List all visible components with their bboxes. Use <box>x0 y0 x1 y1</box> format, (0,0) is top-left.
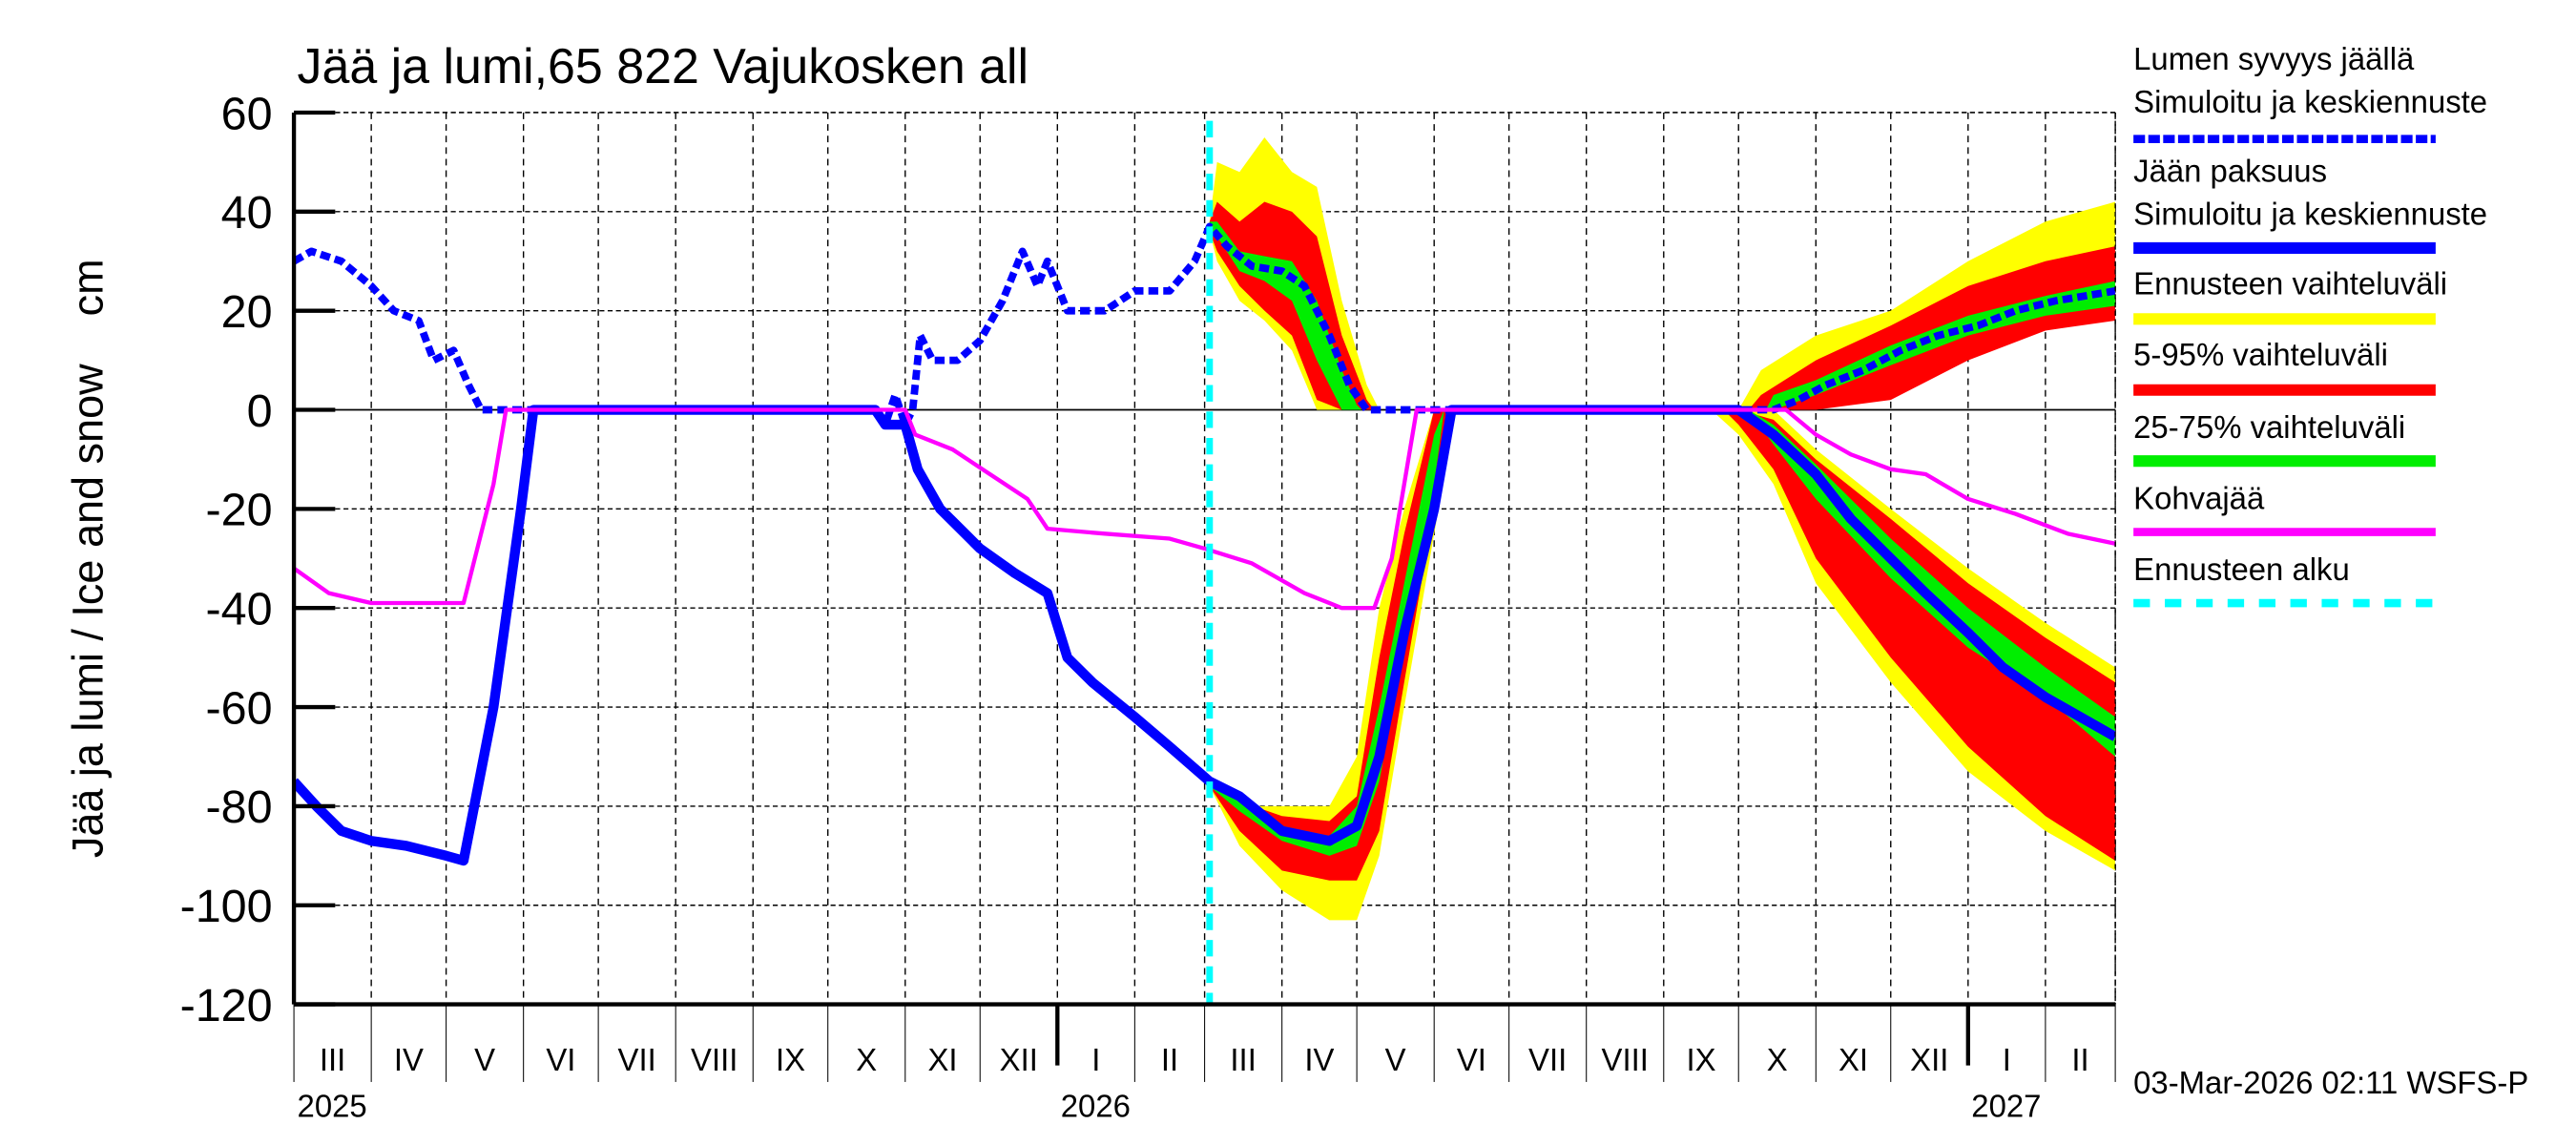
month-label: VIII <box>1602 1042 1649 1077</box>
band-5-95 <box>1723 409 2116 862</box>
y-tick-label: -60 <box>206 682 273 734</box>
y-tick-label: 60 <box>221 88 273 139</box>
year-label: 2027 <box>1971 1088 2041 1123</box>
band-25-75 <box>1765 281 2116 410</box>
y-tick-label: -80 <box>206 781 273 833</box>
y-axis-label: Jää ja lumi / Ice and snow cm <box>63 259 112 858</box>
y-tick-label: 0 <box>247 385 273 437</box>
legend-label: Lumen syvyys jäällä <box>2133 41 2415 76</box>
month-label: V <box>1385 1042 1406 1077</box>
grid <box>294 112 2116 1005</box>
month-label: XII <box>1000 1042 1038 1077</box>
month-label: IV <box>394 1042 424 1077</box>
legend-sublabel: Simuloitu ja keskiennuste <box>2133 197 2487 232</box>
month-label: VII <box>1528 1042 1567 1077</box>
y-tick-label: 40 <box>221 187 273 239</box>
legend: Lumen syvyys jäällä Simuloitu ja keskienn… <box>2133 41 2487 608</box>
legend-label: Ennusteen vaihteluväli <box>2133 265 2447 301</box>
ice-thickness-line <box>294 405 2116 866</box>
month-label: XI <box>927 1042 957 1077</box>
month-label: VI <box>1457 1042 1486 1077</box>
month-label: II <box>2071 1042 2088 1077</box>
month-label: IX <box>776 1042 805 1077</box>
legend-label: 25-75% vaihteluväli <box>2133 409 2405 445</box>
forecast-bands <box>1209 136 2116 921</box>
y-tick-label: 20 <box>221 286 273 338</box>
snow-depth-line <box>294 222 2116 428</box>
y-tick-label: -100 <box>180 881 273 932</box>
month-label: XII <box>1910 1042 1948 1077</box>
month-label: III <box>1230 1042 1256 1077</box>
month-label: IX <box>1686 1042 1715 1077</box>
month-label: VIII <box>691 1042 737 1077</box>
month-label: III <box>320 1042 345 1077</box>
series-lines <box>294 120 2116 1005</box>
month-label: I <box>2003 1042 2011 1077</box>
slush-ice-line <box>294 407 2116 611</box>
legend-label: Jään paksuus <box>2133 154 2327 189</box>
month-label: X <box>856 1042 877 1077</box>
month-label: VI <box>546 1042 575 1077</box>
month-label: I <box>1091 1042 1100 1077</box>
band-25-75 <box>1209 221 1362 410</box>
legend-sublabel: Simuloitu ja keskiennuste <box>2133 84 2487 119</box>
month-label: II <box>1161 1042 1178 1077</box>
band-25-75 <box>1748 409 2116 757</box>
year-label: 2026 <box>1061 1088 1131 1123</box>
year-label: 2025 <box>298 1088 367 1123</box>
y-tick-label: -20 <box>206 485 273 536</box>
y-tick-label: -40 <box>206 584 273 635</box>
month-label: XI <box>1839 1042 1868 1077</box>
legend-label: 5-95% vaihteluväli <box>2133 337 2388 372</box>
footer-timestamp: 03-Mar-2026 02:11 WSFS-P <box>2133 1065 2528 1100</box>
chart-title: Jää ja lumi,65 822 Vajukosken all <box>298 39 1029 94</box>
month-label: VII <box>618 1042 656 1077</box>
month-label: V <box>474 1042 495 1077</box>
month-label: IV <box>1304 1042 1334 1077</box>
month-label: X <box>1767 1042 1788 1077</box>
legend-label: Ennusteen alku <box>2133 552 2350 587</box>
legend-label: Kohvajää <box>2133 480 2265 515</box>
y-tick-label: -120 <box>180 980 273 1031</box>
